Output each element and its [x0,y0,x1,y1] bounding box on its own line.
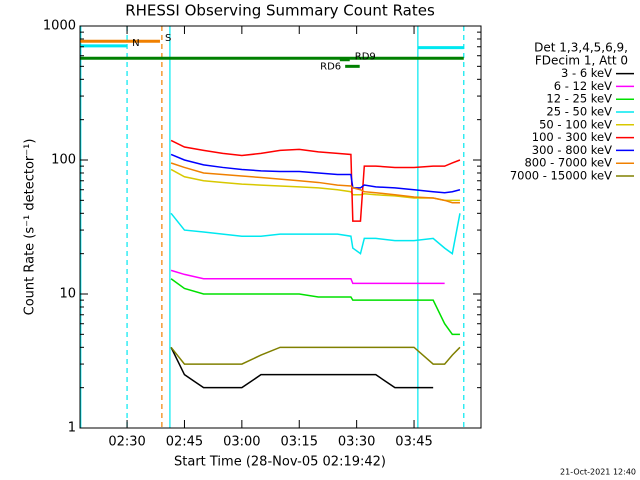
legend-label: 300 - 800 keV [532,143,612,157]
legend-header: Det 1,3,4,5,6,9, [534,41,628,55]
legend-label: 25 - 50 keV [546,105,612,119]
x-tick-label: 03:00 [223,435,260,450]
interval-label: RD9 [355,52,376,63]
series-line [170,162,460,204]
x-tick-label: 02:45 [166,435,203,450]
y-tick-label: 10 [59,287,76,302]
series-line [170,269,445,285]
x-axis-label: Start Time (28-Nov-05 02:19:42) [174,455,386,470]
legend-label: 12 - 25 keV [546,92,612,106]
x-tick-label: 02:30 [108,435,145,450]
series-line [170,153,461,194]
legend-label: 6 - 12 keV [554,79,612,93]
interval-label: S [165,33,171,44]
series-line [170,346,461,365]
y-axis-label: Count Rate (s⁻¹ detector⁻¹) [23,139,38,316]
x-tick-label: 03:30 [338,435,375,450]
series-line [170,139,461,222]
legend-label: 50 - 100 keV [539,117,612,131]
interval-label: N [132,38,139,49]
x-tick-label: 03:45 [395,435,432,450]
y-tick-label: 1000 [43,19,76,34]
interval-label: RD6 [320,61,341,72]
plot-frame [79,25,482,429]
x-tick-label: 03:15 [281,435,318,450]
y-tick-label: 1 [68,421,76,436]
chart-title: RHESSI Observing Summary Count Rates [125,2,435,20]
legend-label: 7000 - 15000 keV [510,169,612,183]
legend-header: FDecim 1, Att 0 [535,54,628,68]
series-line [170,346,434,389]
y-tick-label: 100 [51,153,76,168]
legend-label: 100 - 300 keV [532,130,612,144]
legend-label: 800 - 7000 keV [524,156,612,170]
legend-label: 3 - 6 keV [561,66,612,80]
series-line [170,212,461,255]
footer: 21-Oct-2021 12:40 [560,468,636,477]
series-line [170,278,460,336]
